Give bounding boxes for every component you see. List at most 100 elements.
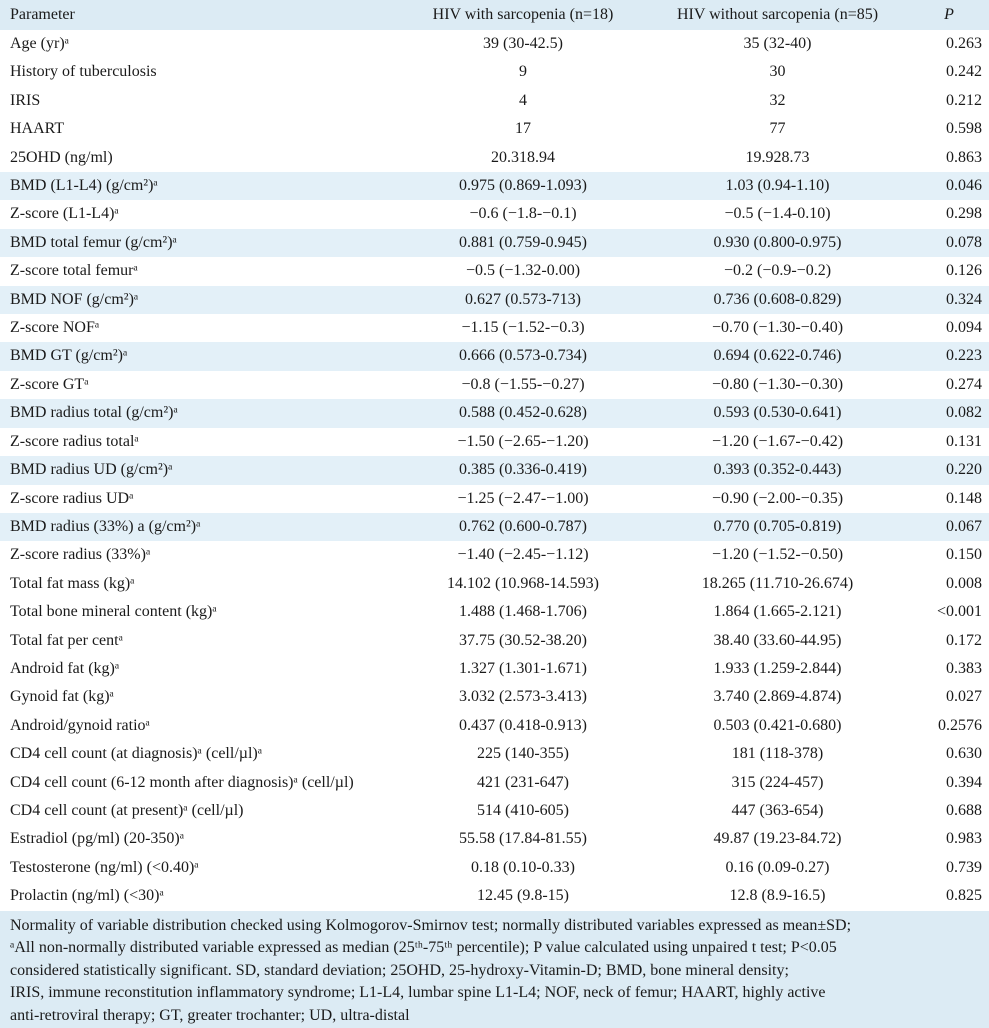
cell-with-sarcopenia: −1.50 (−2.65-−1.20): [457, 432, 589, 450]
cell-without-sarcopenia: 77: [769, 120, 786, 138]
header-with-sarcopenia: HIV with sarcopenia (n=18): [432, 6, 614, 23]
cell-with-sarcopenia: 0.437 (0.418-0.913): [459, 716, 587, 734]
cell-p-value: 0.242: [946, 63, 982, 81]
cell-without-sarcopenia: 12.8 (8.9-16.5): [729, 887, 826, 905]
footnote-line: Normality of variable distribution check…: [10, 916, 852, 934]
cell-without-sarcopenia: 38.40 (33.60-44.95): [713, 631, 842, 649]
cell-without-sarcopenia: 0.736 (0.608-0.829): [713, 290, 842, 308]
cell-p-value: <0.001: [936, 603, 982, 621]
cell-with-sarcopenia: −1.25 (−2.47-−1.00): [457, 489, 589, 507]
table-row: Total fat mass (kg)ᵃ 14.102 (10.968-14.59…: [0, 569, 989, 599]
footnote-line: considered statistically significant. SD…: [10, 961, 789, 979]
cell-parameter: Z-score NOFᵃ: [10, 319, 100, 337]
cell-without-sarcopenia: 447 (363-654): [731, 801, 824, 819]
cell-p-value: 0.078: [946, 233, 982, 251]
cell-without-sarcopenia: 19.928.73: [745, 148, 810, 166]
cell-with-sarcopenia: 9: [519, 63, 527, 81]
cell-p-value: 0.008: [946, 574, 982, 592]
cell-parameter: CD4 cell count (at diagnosis)ᵃ (cell/µl)…: [10, 745, 263, 763]
cell-parameter: Z-score total femurᵃ: [10, 262, 138, 280]
table-footnote: Normality of variable distribution check…: [0, 910, 989, 1028]
cell-with-sarcopenia: 20.318.94: [491, 148, 555, 166]
cell-without-sarcopenia: −1.20 (−1.67-−0.42): [711, 432, 844, 450]
cell-with-sarcopenia: 514 (410-605): [477, 801, 569, 819]
table-row: Z-score radius (33%)ᵃ −1.40 (−2.45-−1.12)…: [0, 541, 989, 570]
cell-parameter: Z-score radius (33%)ᵃ: [10, 546, 151, 564]
table-body: Age (yr)ᵃ 39 (30-42.5) 35 (32-40) 0.263 Hist…: [0, 30, 989, 911]
cell-without-sarcopenia: 1.03 (0.94-1.10): [725, 177, 830, 195]
cell-without-sarcopenia: 0.930 (0.800-0.975): [713, 233, 842, 251]
cell-p-value: 0.324: [946, 290, 982, 308]
cell-parameter: Z-score (L1-L4)ᵃ: [10, 205, 119, 223]
cell-with-sarcopenia: −0.8 (−1.55-−0.27): [461, 375, 585, 393]
cell-with-sarcopenia: 14.102 (10.968-14.593): [447, 574, 599, 592]
cell-without-sarcopenia: 0.593 (0.530-0.641): [713, 404, 842, 422]
table-row: Z-score (L1-L4)ᵃ −0.6 (−1.8-−0.1) −0.5 (−1…: [0, 200, 989, 229]
cell-p-value: 0.131: [946, 432, 982, 450]
cell-without-sarcopenia: 0.16 (0.09-0.27): [725, 858, 830, 876]
cell-parameter: IRIS: [10, 91, 41, 109]
table-row: BMD radius total (g/cm²)ᵃ 0.588 (0.452-0.…: [0, 399, 989, 428]
cell-with-sarcopenia: 0.975 (0.869-1.093): [459, 177, 587, 195]
cell-p-value: 0.394: [946, 773, 982, 791]
cell-p-value: 0.739: [946, 858, 982, 876]
cell-without-sarcopenia: 18.265 (11.710-26.674): [701, 574, 854, 592]
cell-parameter: CD4 cell count (at present)ᵃ (cell/µl): [10, 801, 244, 819]
cell-parameter: Z-score GTᵃ: [10, 375, 89, 393]
cell-parameter: 25OHD (ng/ml): [10, 148, 113, 166]
cell-with-sarcopenia: 0.762 (0.600-0.787): [459, 517, 587, 535]
cell-p-value: 0.150: [946, 546, 982, 564]
table-row: History of tuberculosis 9 30 0.242: [0, 58, 989, 87]
cell-p-value: 0.027: [946, 688, 982, 706]
cell-parameter: Z-score radius totalᵃ: [10, 432, 139, 450]
cell-p-value: 0.212: [946, 91, 982, 109]
cell-with-sarcopenia: 55.58 (17.84-81.55): [459, 830, 587, 848]
cell-without-sarcopenia: 0.694 (0.622-0.746): [713, 347, 842, 365]
cell-p-value: 0.223: [946, 347, 982, 365]
cell-p-value: 0.263: [946, 35, 982, 52]
table-header-row: Parameter HIV with sarcopenia (n=18) HIV…: [0, 0, 989, 30]
cell-without-sarcopenia: −0.2 (−0.9-−0.2): [723, 262, 832, 280]
cell-with-sarcopenia: 17: [515, 120, 531, 138]
cell-parameter: Total bone mineral content (kg)ᵃ: [10, 603, 217, 621]
cell-without-sarcopenia: 49.87 (19.23-84.72): [713, 830, 842, 848]
cell-parameter: Prolactin (ng/ml) (<30)ᵃ: [10, 887, 164, 905]
table-row: BMD (L1-L4) (g/cm²)ᵃ 0.975 (0.869-1.093) 1…: [0, 172, 989, 201]
cell-without-sarcopenia: −0.80 (−1.30-−0.30): [711, 375, 844, 393]
cell-parameter: BMD GT (g/cm²)ᵃ: [10, 347, 128, 365]
table-row: Android fat (kg)ᵃ 1.327 (1.301-1.671) 1.93…: [0, 654, 989, 684]
table-row: 25OHD (ng/ml) 20.318.94 19.928.73 0.863: [0, 143, 989, 173]
table-row: CD4 cell count (at diagnosis)ᵃ (cell/µl)…: [0, 740, 989, 769]
cell-with-sarcopenia: 421 (231-647): [477, 773, 569, 791]
cell-parameter: CD4 cell count (6-12 month after diagnos…: [10, 773, 354, 791]
footnote-line: anti-retroviral therapy; GT, greater tro…: [10, 1006, 410, 1024]
cell-p-value: 0.067: [946, 517, 982, 535]
results-table: Parameter HIV with sarcopenia (n=18) HIV…: [0, 0, 989, 911]
cell-p-value: 0.126: [946, 262, 982, 280]
cell-parameter: BMD total femur (g/cm²)ᵃ: [10, 233, 177, 251]
header-parameter: Parameter: [10, 6, 75, 23]
cell-p-value: 0.863: [946, 148, 982, 166]
cell-without-sarcopenia: 181 (118-378): [731, 745, 824, 763]
cell-parameter: BMD radius total (g/cm²)ᵃ: [10, 404, 178, 422]
table-row: Z-score GTᵃ −0.8 (−1.55-−0.27) −0.80 (−1.3…: [0, 370, 989, 400]
cell-with-sarcopenia: 0.588 (0.452-0.628): [459, 404, 587, 422]
cell-parameter: Gynoid fat (kg)ᵃ: [10, 688, 114, 706]
cell-without-sarcopenia: 35 (32-40): [743, 35, 812, 52]
table-row: Z-score total femurᵃ −0.5 (−1.32-0.00) −0.…: [0, 257, 989, 286]
header-without-sarcopenia: HIV without sarcopenia (n=85): [676, 6, 879, 23]
cell-parameter: Android/gynoid ratioᵃ: [10, 716, 150, 734]
table-row: HAART 17 77 0.598: [0, 115, 989, 144]
cell-with-sarcopenia: 4: [519, 91, 527, 109]
cell-without-sarcopenia: 1.933 (1.259-2.844): [713, 659, 842, 677]
cell-with-sarcopenia: 0.385 (0.336-0.419): [459, 461, 587, 479]
cell-p-value: 0.688: [946, 801, 982, 819]
cell-with-sarcopenia: 3.032 (2.573-3.413): [459, 688, 587, 706]
table-row: Estradiol (pg/ml) (20-350)ᵃ 55.58 (17.84-…: [0, 825, 989, 854]
cell-p-value: 0.2576: [938, 716, 982, 734]
cell-parameter: Age (yr)ᵃ: [10, 35, 70, 52]
table-row: BMD radius (33%) a (g/cm²)ᵃ 0.762 (0.600-…: [0, 512, 989, 542]
cell-parameter: Testosterone (ng/ml) (<0.40)ᵃ: [10, 858, 199, 876]
cell-p-value: 0.274: [946, 375, 982, 393]
cell-parameter: BMD radius (33%) a (g/cm²)ᵃ: [10, 517, 201, 535]
